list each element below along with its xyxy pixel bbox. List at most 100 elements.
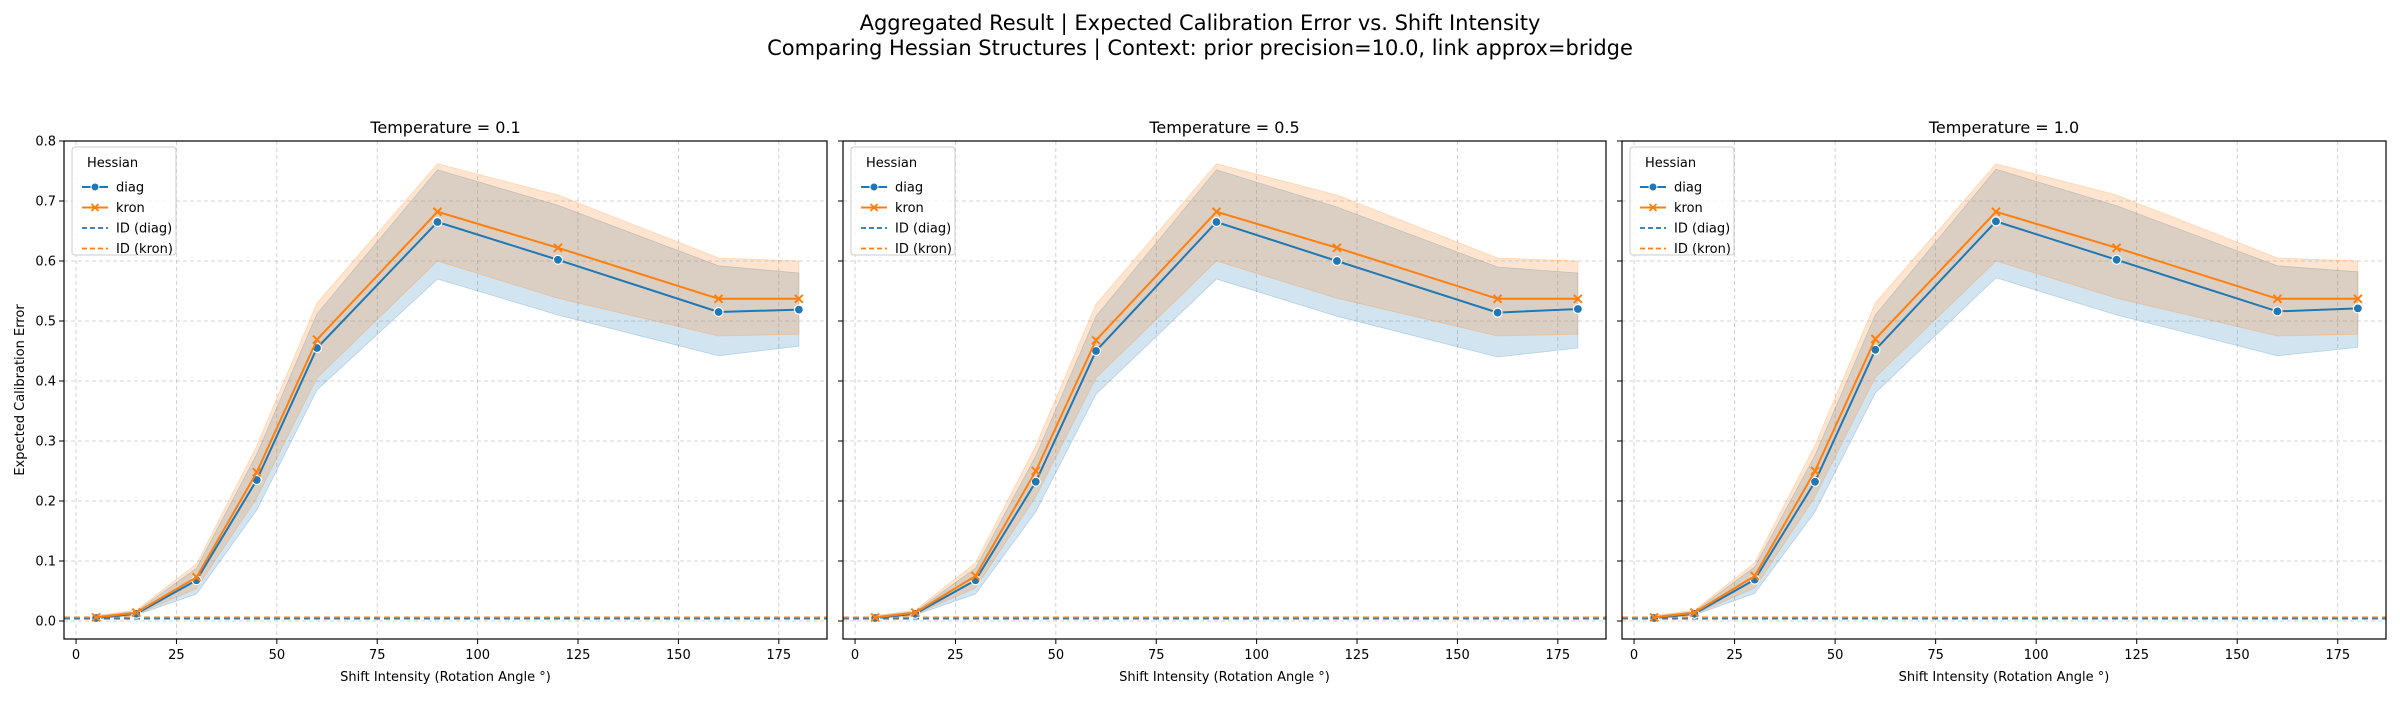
legend-item-label: ID (kron) xyxy=(895,242,952,257)
legend-item-label: ID (diag) xyxy=(895,222,951,237)
data-point-kron xyxy=(2111,243,2122,253)
legend: Hessian diag kron ID (diag) ID (kron) xyxy=(850,146,956,257)
legend-item-label: kron xyxy=(895,201,924,216)
x-tick-label: 75 xyxy=(1927,648,1944,663)
data-point-diag xyxy=(432,216,443,228)
x-tick-label: 150 xyxy=(2225,648,2250,663)
data-point-kron xyxy=(794,294,804,304)
data-point-diag xyxy=(2352,303,2363,314)
x-tick-label: 0 xyxy=(851,648,859,663)
data-point-diag xyxy=(1809,476,1821,487)
legend-item-label: ID (diag) xyxy=(1674,222,1730,237)
x-axis-label: Shift Intensity (Rotation Angle °) xyxy=(1899,670,2110,685)
data-point-kron xyxy=(1492,294,1503,304)
panel-title: Temperature = 0.1 xyxy=(369,118,520,137)
data-point-diag xyxy=(1492,307,1503,318)
panels: 0 25 50 75 100 125 150 175 0.0 0.1 0.2 0.3 0.4 0.5 0.6… xyxy=(13,118,2387,685)
plot-area xyxy=(64,163,827,624)
data-point-kron xyxy=(131,607,141,618)
x-tick-label: 50 xyxy=(1827,648,1844,663)
panel-title: Temperature = 1.0 xyxy=(1928,118,2079,137)
marker-x-stroke xyxy=(91,612,101,623)
x-tick-label: 150 xyxy=(1445,648,1470,663)
marker-x-stroke xyxy=(131,607,141,618)
data-point-kron xyxy=(1573,294,1583,304)
panel-2: 0 25 50 75 100 125 150 175 Temperature = 0.5 Shif… xyxy=(838,118,1607,685)
legend-marker-x xyxy=(1648,203,1658,212)
x-tick-label: 100 xyxy=(2024,648,2049,663)
data-point-kron xyxy=(2272,294,2283,304)
data-point-kron xyxy=(432,207,443,217)
marker-x-stroke xyxy=(191,572,202,582)
data-point-diag xyxy=(793,304,804,315)
legend-item-label: ID (kron) xyxy=(1674,242,1731,257)
data-point-kron xyxy=(910,607,920,618)
marker-x-stroke xyxy=(1810,466,1820,476)
y-tick-label: 0.0 xyxy=(35,615,56,630)
y-axis-label: Expected Calibration Error xyxy=(13,304,28,476)
marker-x-stroke xyxy=(1211,207,1222,217)
x-tick-label: 25 xyxy=(947,648,964,663)
legend-title: Hessian xyxy=(87,156,138,171)
legend-marker-x xyxy=(90,203,100,212)
data-point-kron xyxy=(1689,607,1700,618)
marker-x-stroke xyxy=(713,294,724,304)
marker-x-stroke xyxy=(1332,243,1342,253)
x-tick-label: 50 xyxy=(1048,648,1065,663)
data-point-diag xyxy=(1990,216,2002,227)
x-tick-label: 25 xyxy=(1726,648,1743,663)
data-point-kron xyxy=(1870,334,1881,344)
marker-x-stroke xyxy=(870,612,880,623)
marker-x-stroke xyxy=(970,571,981,581)
legend-title: Hessian xyxy=(1645,156,1696,171)
marker-x-stroke xyxy=(1749,571,1760,581)
data-point-kron xyxy=(870,612,880,623)
axes-frame xyxy=(63,140,828,640)
data-point-kron xyxy=(1332,243,1342,253)
y-tick-label: 0.6 xyxy=(35,255,56,270)
marker-x-stroke xyxy=(1870,334,1881,344)
data-point-kron xyxy=(191,572,202,582)
ci-band-kron xyxy=(95,163,800,620)
x-tick-label: 25 xyxy=(168,648,185,663)
data-point-diag xyxy=(552,254,564,265)
data-point-kron xyxy=(252,467,262,477)
marker-x-stroke xyxy=(2353,294,2363,304)
y-tick-label: 0.1 xyxy=(35,555,56,570)
data-point-diag xyxy=(2111,254,2122,265)
data-point-kron xyxy=(970,571,981,581)
marker-x-stroke xyxy=(910,607,920,618)
data-point-kron xyxy=(1649,612,1659,623)
data-point-diag xyxy=(1331,255,1343,267)
x-tick-label: 125 xyxy=(2124,648,2149,663)
marker-x-stroke xyxy=(252,467,262,477)
data-point-kron xyxy=(1991,207,2001,217)
y-tick-label: 0.7 xyxy=(35,195,56,210)
data-point-diag xyxy=(1211,216,1222,228)
legend-marker-circle xyxy=(869,182,879,192)
data-point-kron xyxy=(553,243,563,253)
marker-x-stroke xyxy=(432,207,443,217)
x-tick-label: 150 xyxy=(666,648,691,663)
legend-item-label: kron xyxy=(116,201,145,216)
x-axis-label: Shift Intensity (Rotation Angle °) xyxy=(1119,670,1330,685)
marker-x-stroke xyxy=(1573,294,1583,304)
y-tick-label: 0.3 xyxy=(35,435,56,450)
marker-x-stroke xyxy=(1492,294,1503,304)
data-point-kron xyxy=(91,612,101,623)
x-tick-label: 175 xyxy=(2325,648,2350,663)
x-tick-label: 125 xyxy=(1345,648,1370,663)
legend-item-label: ID (diag) xyxy=(116,222,172,237)
data-point-diag xyxy=(2272,306,2283,317)
marker-x-stroke xyxy=(312,334,322,345)
figure-title-line1: Aggregated Result | Expected Calibration… xyxy=(860,11,1541,36)
legend-marker-x xyxy=(869,203,879,212)
panel-title: Temperature = 0.5 xyxy=(1148,118,1299,137)
data-point-kron xyxy=(1211,207,1222,217)
legend-item-label: diag xyxy=(895,181,923,196)
x-tick-label: 50 xyxy=(269,648,286,663)
x-tick-label: 100 xyxy=(465,648,490,663)
legend-item-label: diag xyxy=(116,181,144,196)
